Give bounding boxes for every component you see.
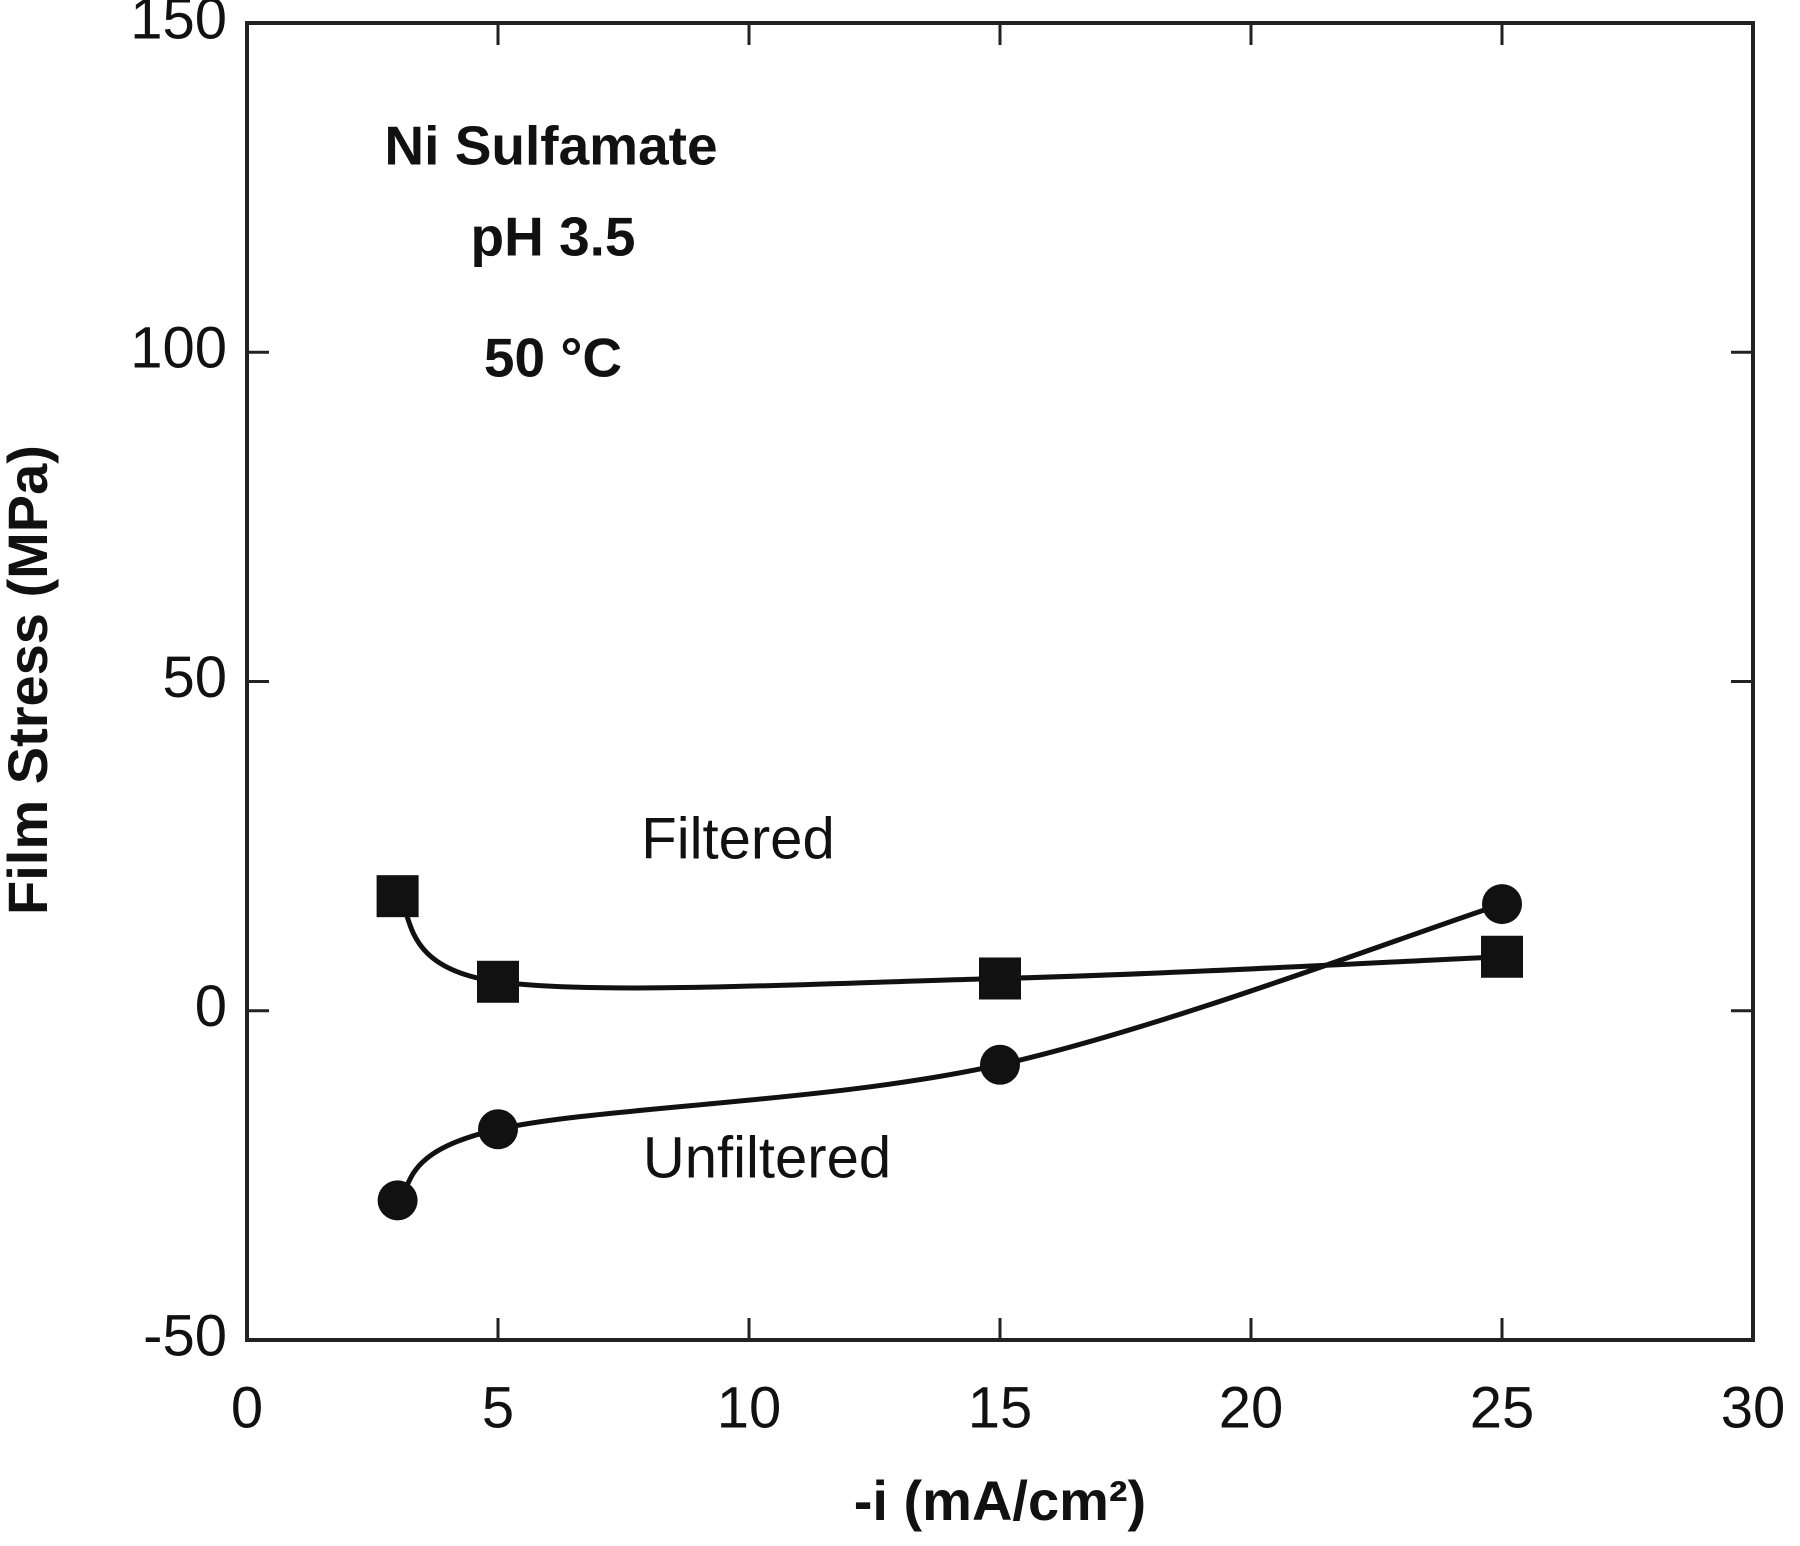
- annotation: 50 °C: [484, 327, 622, 389]
- y-tick-label: 100: [130, 316, 227, 381]
- annotation: pH 3.5: [470, 206, 635, 268]
- marker: [477, 960, 519, 1003]
- marker: [478, 1109, 518, 1150]
- marker: [1482, 884, 1522, 925]
- marker: [376, 875, 419, 918]
- x-tick-label: 0: [231, 1375, 263, 1440]
- marker: [979, 957, 1021, 1000]
- marker: [377, 1180, 418, 1221]
- x-axis-label: -i (mA/cm²): [854, 1469, 1146, 1532]
- y-tick-label: 50: [162, 645, 227, 710]
- y-tick-label: 0: [195, 974, 227, 1039]
- x-tick-label: 10: [717, 1375, 782, 1440]
- x-tick-label: 20: [1219, 1375, 1284, 1440]
- series-line: [395, 894, 1503, 991]
- x-tick-label: 15: [968, 1375, 1033, 1440]
- x-tick-label: 30: [1721, 1375, 1786, 1440]
- y-tick-label: -50: [143, 1303, 227, 1368]
- series-line: [395, 901, 1503, 1203]
- y-tick-label: 150: [130, 0, 227, 51]
- y-axis-label: Film Stress (MPa): [0, 445, 59, 915]
- marker: [980, 1044, 1020, 1085]
- series-label: Filtered: [641, 806, 834, 871]
- series-label: Unfiltered: [643, 1125, 891, 1190]
- x-tick-label: 25: [1470, 1375, 1535, 1440]
- marker: [1481, 935, 1523, 978]
- annotation: Ni Sulfamate: [384, 115, 717, 177]
- x-tick-label: 5: [482, 1375, 514, 1440]
